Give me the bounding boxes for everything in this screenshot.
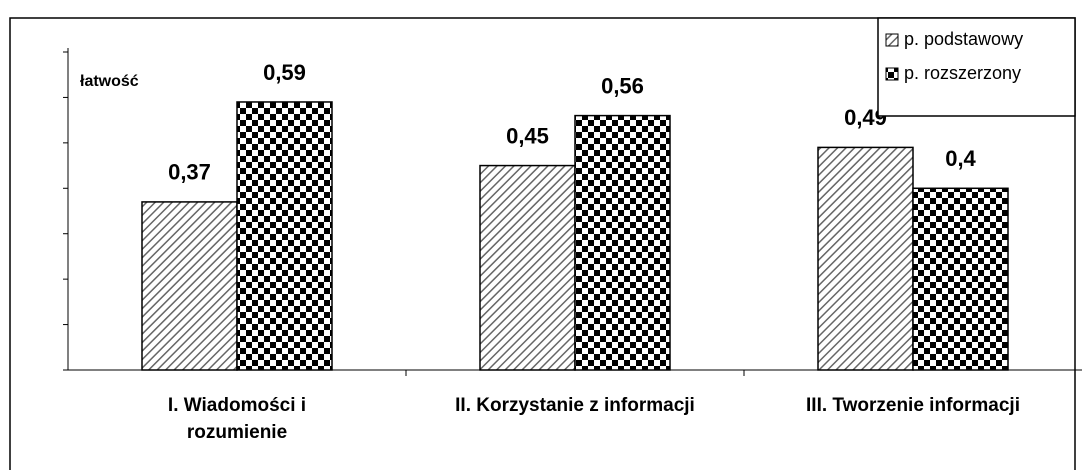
bar (479, 164, 576, 371)
value-label: 0,56 (601, 73, 644, 98)
value-label: 0,4 (945, 146, 976, 171)
bar (817, 146, 914, 371)
x-tick-label: II. Korzystanie z informacji (455, 395, 695, 416)
bar (574, 114, 671, 371)
x-tick-label: III. Tworzenie informacji (806, 395, 1020, 416)
bar (141, 201, 238, 371)
legend-box (877, 17, 1076, 117)
legend-swatch (885, 67, 899, 81)
value-label: 0,45 (506, 123, 549, 148)
y-axis-label: łatwość (80, 73, 139, 90)
bar (236, 101, 333, 371)
value-label: 0,59 (263, 60, 306, 85)
legend-label: p. rozszerzony (904, 63, 1021, 83)
legend-label: p. podstawowy (904, 29, 1023, 49)
value-label: 0,37 (168, 160, 211, 185)
legend-swatch (885, 33, 899, 47)
x-tick-label: I. Wiadomości i rozumienie (167, 395, 307, 443)
frame (9, 17, 1076, 470)
bar (912, 187, 1009, 371)
